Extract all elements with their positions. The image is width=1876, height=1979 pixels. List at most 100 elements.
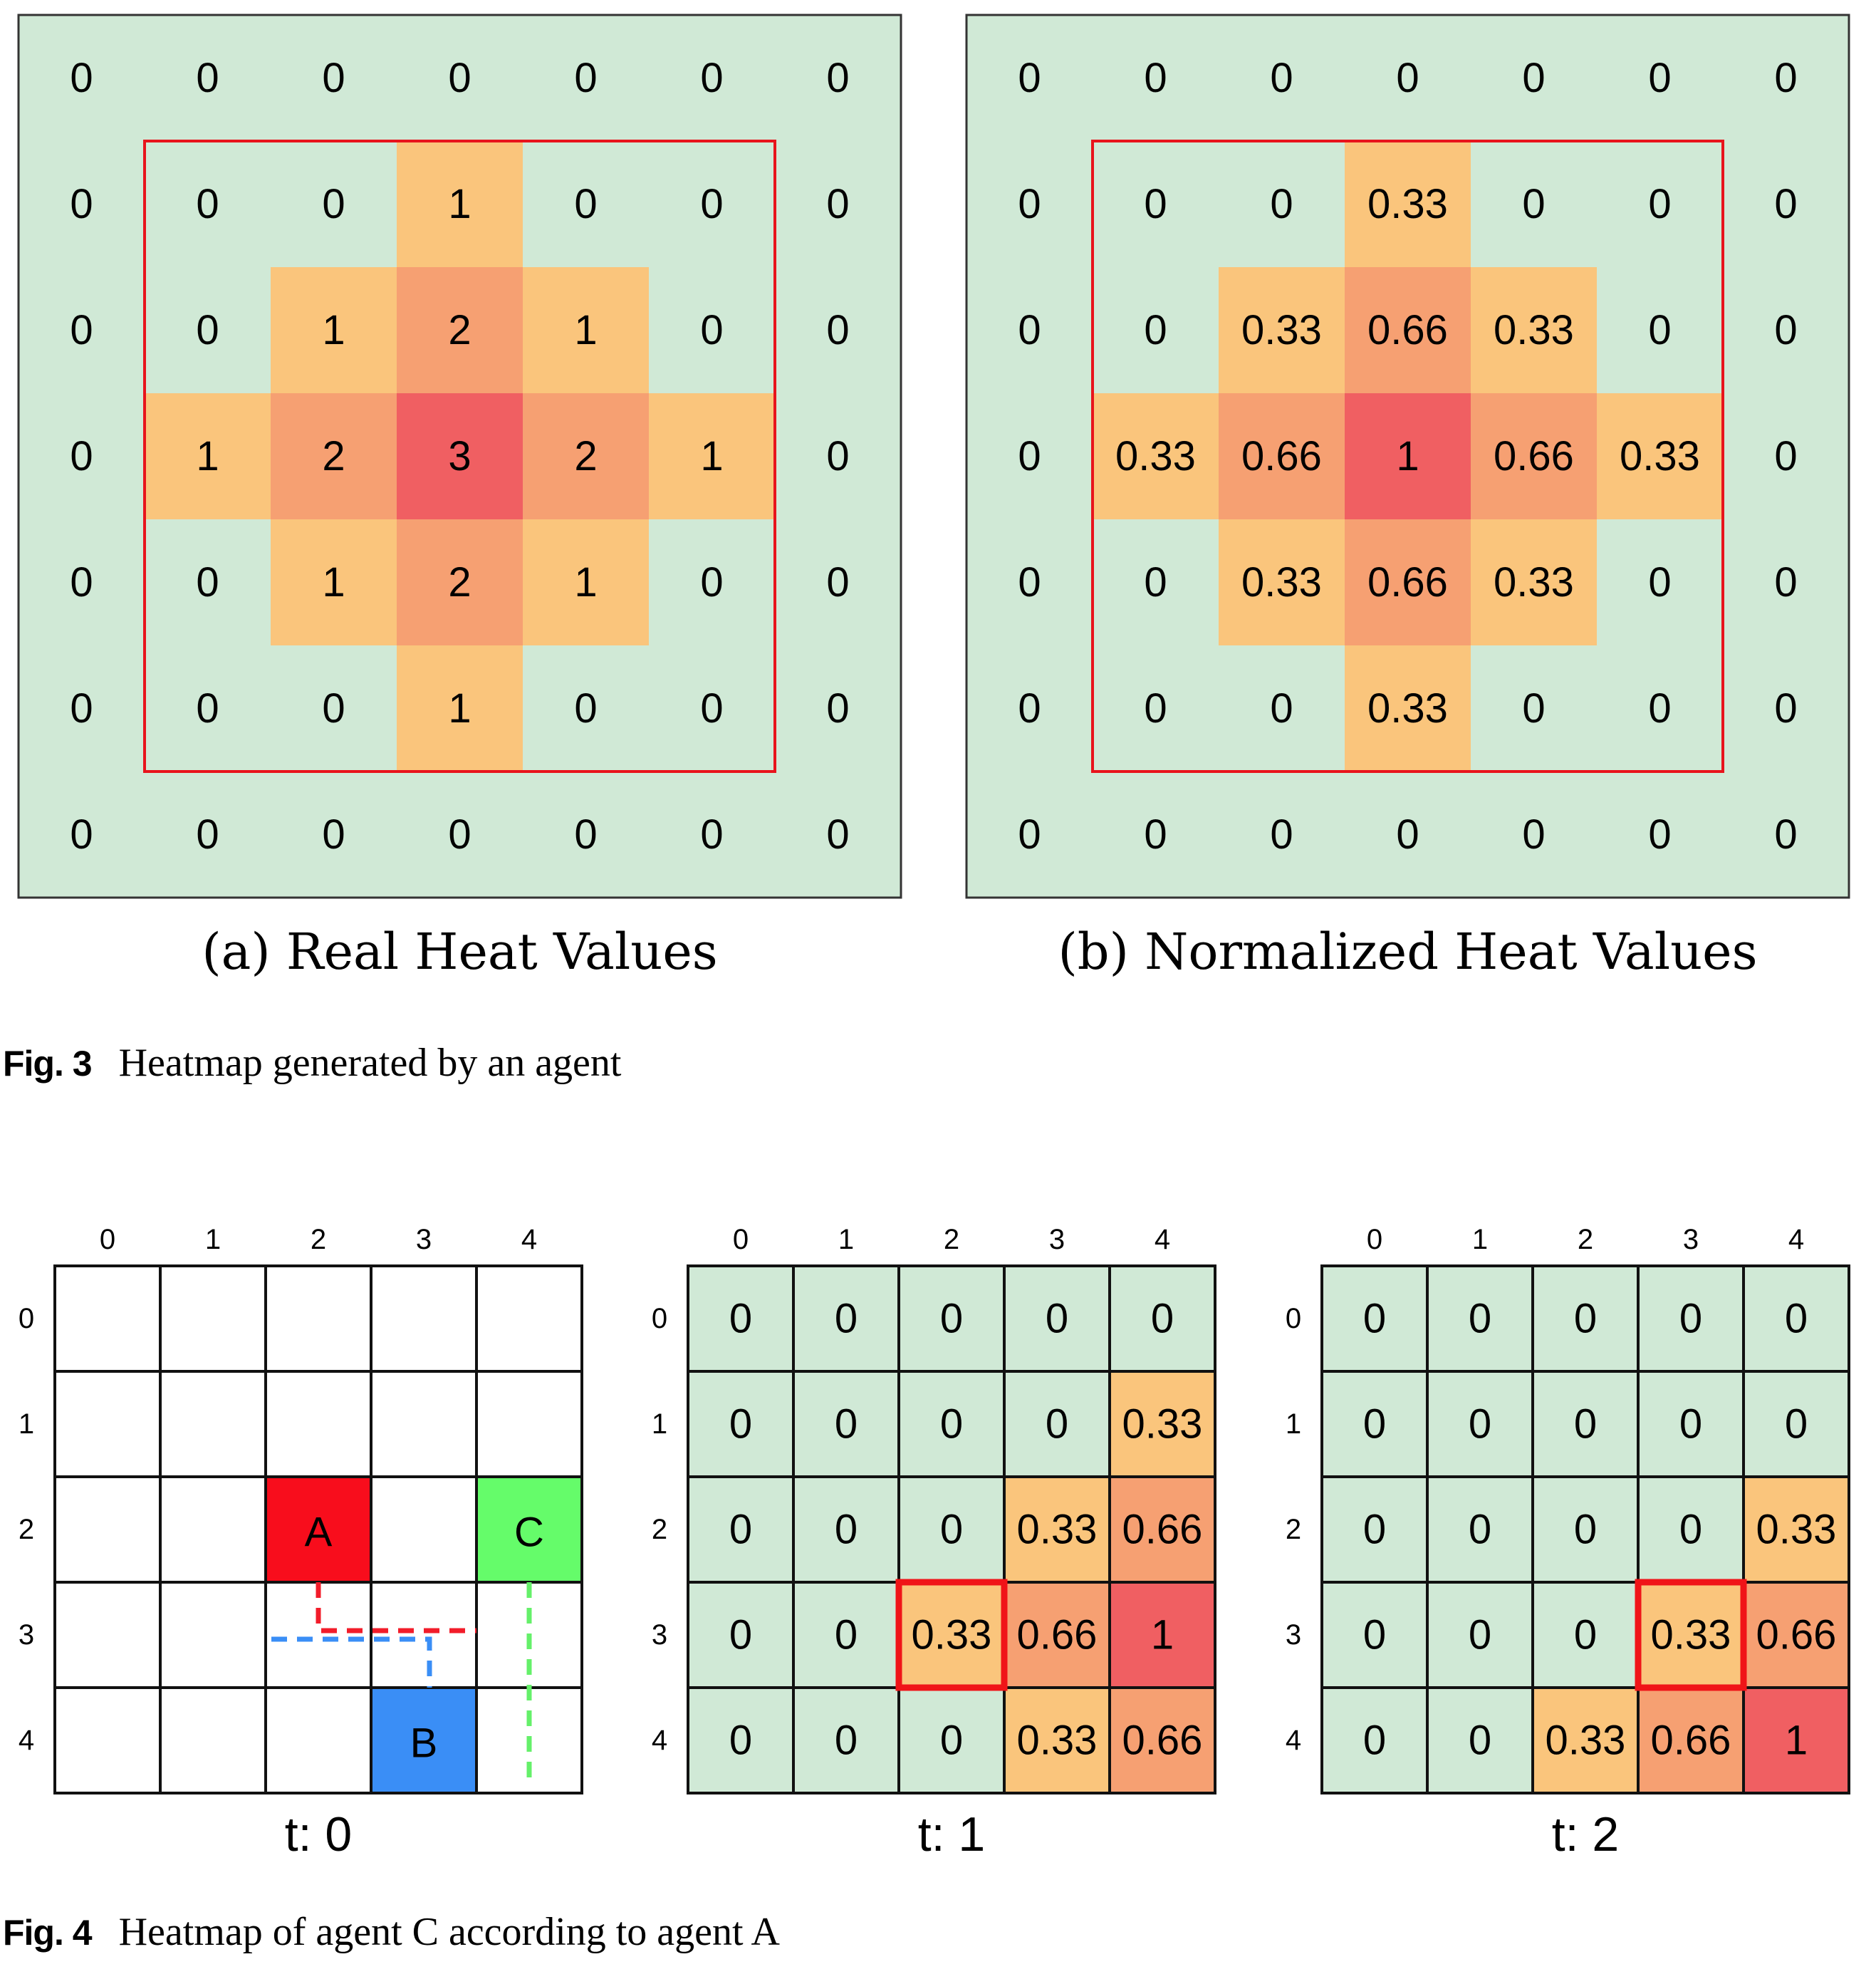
heat-value: 0 [1270, 685, 1293, 732]
row-label: 1 [19, 1408, 34, 1440]
grid-cell [159, 1264, 267, 1373]
heat-value: 0 [729, 1507, 752, 1553]
heat-value: 0 [1574, 1507, 1597, 1553]
grid-cell [475, 1370, 583, 1478]
heat-value: 1 [322, 559, 345, 606]
grid-cell [897, 1370, 1006, 1478]
heat-value: 0.33 [1651, 1612, 1731, 1658]
grid-cell [475, 1264, 583, 1373]
heat-value: 0 [729, 1718, 752, 1764]
column-label: 4 [1155, 1224, 1170, 1255]
grid-cell [370, 1370, 478, 1478]
heat-value: 0 [574, 181, 597, 227]
heat-value: 0 [940, 1507, 963, 1553]
grid-cell [159, 1686, 267, 1794]
heat-value: 0 [826, 55, 849, 101]
heat-value: 0 [1774, 811, 1797, 858]
row-label: 0 [652, 1303, 667, 1334]
agent-b-label: B [410, 1720, 438, 1767]
grid-cell [53, 1686, 162, 1794]
heat-value: 0.66 [1367, 307, 1448, 353]
heat-value: 0.66 [1122, 1718, 1203, 1764]
heat-value: 2 [322, 433, 345, 479]
heat-value: 0.33 [1756, 1507, 1837, 1553]
heat-value: 0 [1018, 307, 1041, 353]
heat-value: 0 [322, 181, 345, 227]
grid-cell [897, 1581, 1006, 1689]
heat-value: 0 [196, 55, 219, 101]
column-label: 3 [1049, 1224, 1065, 1255]
heat-value: 0 [700, 685, 723, 732]
row-label: 2 [1286, 1514, 1301, 1545]
row-label: 4 [1286, 1725, 1301, 1756]
grid-cell [1426, 1475, 1534, 1584]
heat-cell [271, 393, 397, 519]
heat-value: 0 [1774, 559, 1797, 606]
heat-value: 1 [1396, 433, 1419, 479]
heat-value: 0 [322, 811, 345, 858]
column-label: 1 [1472, 1224, 1488, 1255]
heat-value: 0 [1144, 55, 1167, 101]
heat-cell [649, 393, 775, 519]
heat-cell [1471, 267, 1597, 393]
heat-value: 0 [826, 559, 849, 606]
heat-value: 0 [1270, 181, 1293, 227]
heat-value: 1 [196, 433, 219, 479]
heat-value: 1 [448, 685, 471, 732]
heat-value: 0 [1522, 181, 1545, 227]
heat-cell [1345, 141, 1471, 267]
heat-value: 0 [1648, 811, 1671, 858]
highlight-cell-border [1635, 1579, 1747, 1691]
grid-cell [1637, 1475, 1745, 1584]
heat-cell [1219, 267, 1345, 393]
column-label: 3 [1683, 1224, 1699, 1255]
heat-value: 0 [70, 181, 93, 227]
heat-value: 0 [700, 181, 723, 227]
heat-value: 0.66 [1651, 1718, 1731, 1764]
heat-value: 0.66 [1367, 559, 1448, 606]
row-label: 1 [652, 1408, 667, 1440]
grid-cell [1320, 1686, 1429, 1794]
heatmap-border [965, 14, 1850, 899]
grid-cell [897, 1475, 1006, 1584]
heat-value: 0 [574, 811, 597, 858]
heat-cell [1093, 393, 1219, 519]
grid-cell [687, 1475, 795, 1584]
heat-value: 0 [322, 685, 345, 732]
heat-value: 0 [448, 55, 471, 101]
heat-value: 0 [1785, 1296, 1808, 1342]
heat-cell [397, 645, 523, 772]
figure3-caption-text: Heatmap generated by an agent [118, 1041, 622, 1085]
row-label: 3 [19, 1619, 34, 1651]
heat-value: 0 [1469, 1401, 1491, 1448]
column-label: 2 [311, 1224, 326, 1255]
heat-value: 0 [70, 307, 93, 353]
heat-value: 1 [574, 307, 597, 353]
figure3-caption: Fig. 3 Heatmap generated by an agent [3, 1040, 621, 1086]
grid-border [687, 1264, 1216, 1794]
heat-value: 0 [1270, 55, 1293, 101]
grid-cell [264, 1686, 372, 1794]
heat-cell [1597, 393, 1723, 519]
grid-cell [897, 1686, 1006, 1794]
heat-value: 0 [1679, 1507, 1702, 1553]
grid-cell [1003, 1370, 1111, 1478]
heat-value: 0 [1679, 1401, 1702, 1448]
heatmap-border [17, 14, 902, 899]
heat-value: 0 [1018, 559, 1041, 606]
grid-cell [370, 1264, 478, 1373]
heat-value: 0 [940, 1296, 963, 1342]
grid-cell [1426, 1686, 1534, 1794]
row-label: 0 [1286, 1303, 1301, 1334]
heat-value: 0.33 [1367, 685, 1448, 732]
heat-value: 0 [700, 307, 723, 353]
grid-cell [1742, 1264, 1850, 1373]
column-label: 4 [1788, 1224, 1804, 1255]
heat-value: 0 [1018, 811, 1041, 858]
heat-value: 0 [729, 1296, 752, 1342]
heat-value: 0 [70, 55, 93, 101]
grid-cell [687, 1581, 795, 1689]
grid-cell [897, 1264, 1006, 1373]
heat-value: 0 [1270, 811, 1293, 858]
heat-value: 0 [1522, 811, 1545, 858]
